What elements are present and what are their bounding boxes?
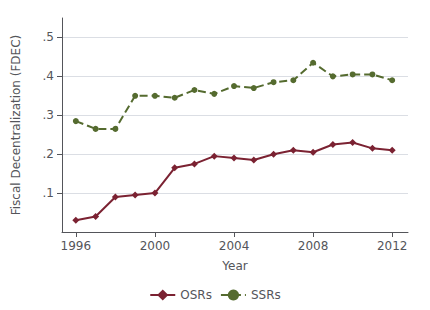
svg-text:.5: .5 (43, 30, 54, 44)
svg-text:1996: 1996 (61, 239, 92, 253)
svg-text:2012: 2012 (377, 239, 408, 253)
svg-text:2008: 2008 (298, 239, 329, 253)
svg-text:.3: .3 (43, 108, 54, 122)
svg-text:2004: 2004 (219, 239, 250, 253)
svg-text:SSRs: SSRs (251, 288, 281, 302)
svg-text:Year: Year (221, 259, 247, 273)
svg-text:.1: .1 (43, 186, 54, 200)
svg-text:OSRs: OSRs (180, 288, 212, 302)
svg-text:Fiscal Decentralization (FDEC): Fiscal Decentralization (FDEC) (9, 35, 23, 216)
svg-text:.4: .4 (43, 69, 54, 83)
svg-text:.2: .2 (43, 147, 54, 161)
svg-text:2000: 2000 (140, 239, 171, 253)
